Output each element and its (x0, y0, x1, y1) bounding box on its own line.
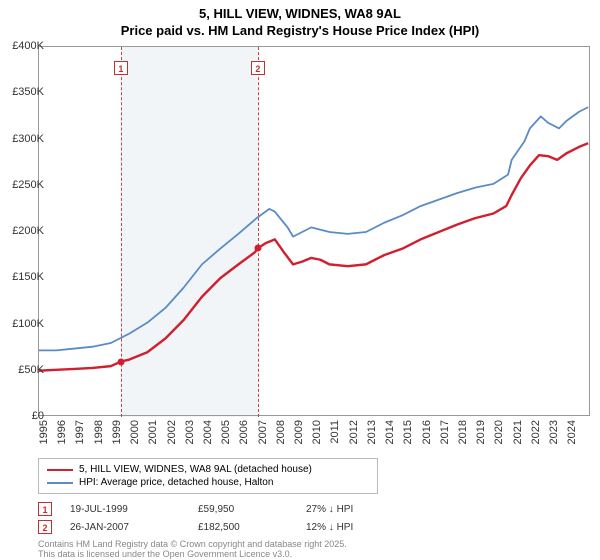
footer-attribution: Contains HM Land Registry data © Crown c… (38, 540, 347, 560)
y-tick-label: £300K (4, 133, 44, 145)
x-tick-label: 2017 (439, 420, 451, 444)
x-tick-label: 2021 (512, 420, 524, 444)
x-tick-label: 2011 (329, 420, 341, 444)
legend-item: 5, HILL VIEW, WIDNES, WA8 9AL (detached … (47, 463, 369, 476)
title-line-2: Price paid vs. HM Land Registry's House … (0, 23, 600, 40)
legend-swatch (47, 469, 73, 471)
transaction-diff: 27% ↓ HPI (306, 504, 406, 515)
transactions-table: 1 19-JUL-1999 £59,950 27% ↓ HPI 2 26-JAN-2007… (38, 500, 578, 536)
y-tick-label: £200K (4, 225, 44, 237)
transaction-date: 19-JUL-1999 (70, 504, 180, 515)
title-line-1: 5, HILL VIEW, WIDNES, WA8 9AL (0, 6, 600, 23)
legend-item: HPI: Average price, detached house, Halt… (47, 476, 369, 489)
chart-title: 5, HILL VIEW, WIDNES, WA8 9AL Price paid… (0, 0, 600, 40)
x-tick-label: 2007 (257, 420, 269, 444)
transaction-marker-badge: 1 (114, 61, 128, 75)
x-tick-label: 2000 (129, 420, 141, 444)
legend-label: HPI: Average price, detached house, Halt… (79, 477, 273, 488)
x-tick-label: 2009 (293, 420, 305, 444)
legend-swatch (47, 482, 73, 484)
y-tick-label: £50K (4, 364, 44, 376)
x-tick-label: 1997 (74, 420, 86, 444)
transaction-price: £182,500 (198, 522, 288, 533)
x-tick-label: 2016 (421, 420, 433, 444)
x-tick-label: 2018 (457, 420, 469, 444)
transaction-marker-line (258, 47, 259, 417)
transaction-point (117, 358, 124, 365)
x-tick-label: 2019 (475, 420, 487, 444)
x-tick-label: 2004 (202, 420, 214, 444)
footer-line-2: This data is licensed under the Open Gov… (38, 550, 347, 560)
x-tick-label: 1998 (93, 420, 105, 444)
x-tick-label: 1999 (111, 420, 123, 444)
y-tick-label: £150K (4, 271, 44, 283)
x-tick-label: 2014 (384, 420, 396, 444)
y-tick-label: £400K (4, 40, 44, 52)
x-tick-label: 2022 (530, 420, 542, 444)
x-tick-label: 2003 (184, 420, 196, 444)
legend-label: 5, HILL VIEW, WIDNES, WA8 9AL (detached … (79, 464, 312, 475)
transaction-row: 1 19-JUL-1999 £59,950 27% ↓ HPI (38, 500, 578, 518)
y-tick-label: £350K (4, 86, 44, 98)
x-tick-label: 2013 (366, 420, 378, 444)
x-tick-label: 2020 (493, 420, 505, 444)
transaction-diff: 12% ↓ HPI (306, 522, 406, 533)
x-tick-label: 2005 (220, 420, 232, 444)
y-tick-label: £250K (4, 179, 44, 191)
chart-area: 12 (38, 46, 590, 416)
x-tick-label: 2006 (238, 420, 250, 444)
transaction-marker-badge: 2 (251, 61, 265, 75)
x-tick-label: 2012 (348, 420, 360, 444)
transaction-date: 26-JAN-2007 (70, 522, 180, 533)
x-tick-label: 2023 (548, 420, 560, 444)
transaction-row-badge: 2 (38, 520, 52, 534)
transaction-row-badge: 1 (38, 502, 52, 516)
legend: 5, HILL VIEW, WIDNES, WA8 9AL (detached … (38, 458, 378, 494)
y-tick-label: £100K (4, 318, 44, 330)
x-tick-label: 2024 (566, 420, 578, 444)
x-tick-label: 2001 (147, 420, 159, 444)
x-tick-label: 1995 (38, 420, 50, 444)
transaction-point (254, 245, 261, 252)
x-tick-label: 2008 (275, 420, 287, 444)
x-tick-label: 1996 (56, 420, 68, 444)
x-tick-label: 2002 (166, 420, 178, 444)
chart-container: 5, HILL VIEW, WIDNES, WA8 9AL Price paid… (0, 0, 600, 560)
transaction-price: £59,950 (198, 504, 288, 515)
transaction-row: 2 26-JAN-2007 £182,500 12% ↓ HPI (38, 518, 578, 536)
x-tick-label: 2015 (402, 420, 414, 444)
x-tick-label: 2010 (311, 420, 323, 444)
